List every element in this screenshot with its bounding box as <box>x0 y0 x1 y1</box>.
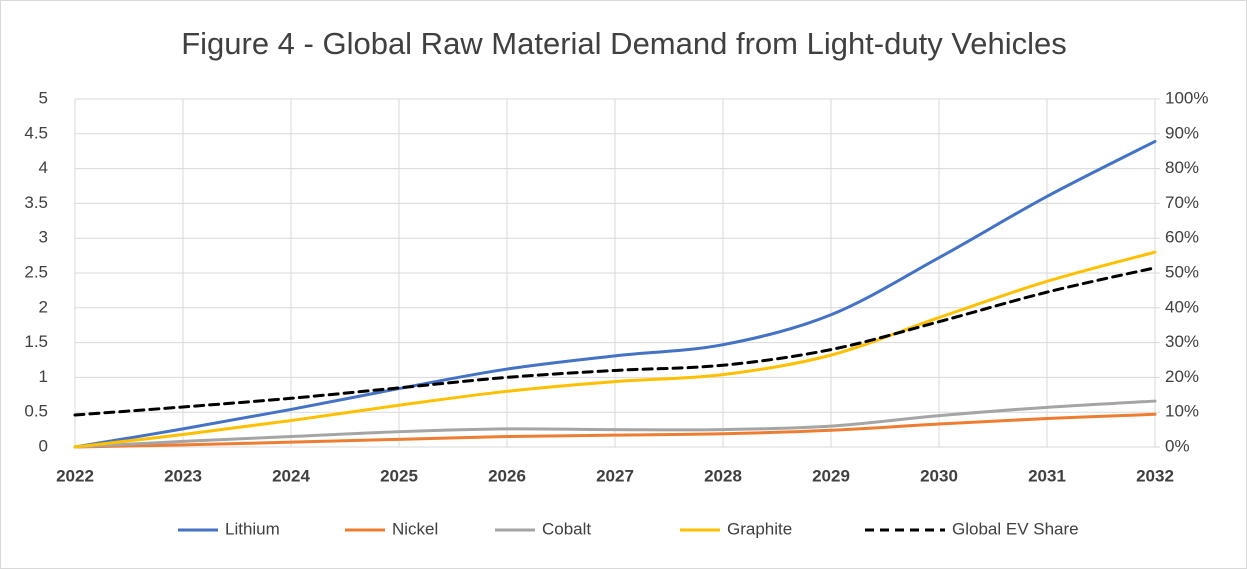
series-line <box>73 412 1157 449</box>
y2-tick-label: 100% <box>1165 88 1208 107</box>
x-tick-label: 2024 <box>272 466 310 485</box>
y2-tick-label: 20% <box>1165 367 1199 386</box>
series-line <box>73 399 1157 449</box>
y-tick-label: 2 <box>39 297 48 316</box>
x-tick-label: 2028 <box>704 466 742 485</box>
y2-tick-label: 60% <box>1165 228 1199 247</box>
y-tick-label: 1 <box>39 367 48 386</box>
legend-label: Global EV Share <box>952 519 1079 538</box>
y2-tick-label: 70% <box>1165 193 1199 212</box>
series-line <box>73 139 1157 449</box>
y-tick-label: 2.5 <box>24 262 48 281</box>
x-tick-label: 2023 <box>164 466 202 485</box>
x-tick-label: 2022 <box>56 466 94 485</box>
x-tick-label: 2032 <box>1136 466 1174 485</box>
y-tick-label: 1.5 <box>24 332 48 351</box>
y2-tick-label: 90% <box>1165 123 1199 142</box>
y-tick-label: 3 <box>39 228 48 247</box>
y2-tick-label: 50% <box>1165 262 1199 281</box>
x-tick-label: 2027 <box>596 466 634 485</box>
y-tick-label: 3.5 <box>24 193 48 212</box>
x-tick-label: 2029 <box>812 466 850 485</box>
legend-label: Lithium <box>225 519 280 538</box>
y2-tick-label: 40% <box>1165 297 1199 316</box>
y2-tick-label: 10% <box>1165 402 1199 421</box>
x-tick-label: 2026 <box>488 466 526 485</box>
y2-tick-label: 80% <box>1165 158 1199 177</box>
x-tick-label: 2031 <box>1028 466 1066 485</box>
legend-label: Cobalt <box>542 519 591 538</box>
y-tick-label: 4 <box>39 158 48 177</box>
y-tick-label: 0.5 <box>24 402 48 421</box>
chart-title: Figure 4 - Global Raw Material Demand fr… <box>181 26 1067 61</box>
y-tick-label: 4.5 <box>24 123 48 142</box>
legend-label: Graphite <box>727 519 792 538</box>
series-line <box>73 250 1157 449</box>
y2-tick-label: 30% <box>1165 332 1199 351</box>
y-tick-label: 0 <box>39 436 48 455</box>
x-tick-label: 2030 <box>920 466 958 485</box>
series-line <box>73 266 1157 417</box>
y2-tick-label: 0% <box>1165 436 1190 455</box>
y-tick-label: 5 <box>39 88 48 107</box>
legend-label: Nickel <box>392 519 438 538</box>
x-tick-label: 2025 <box>380 466 418 485</box>
